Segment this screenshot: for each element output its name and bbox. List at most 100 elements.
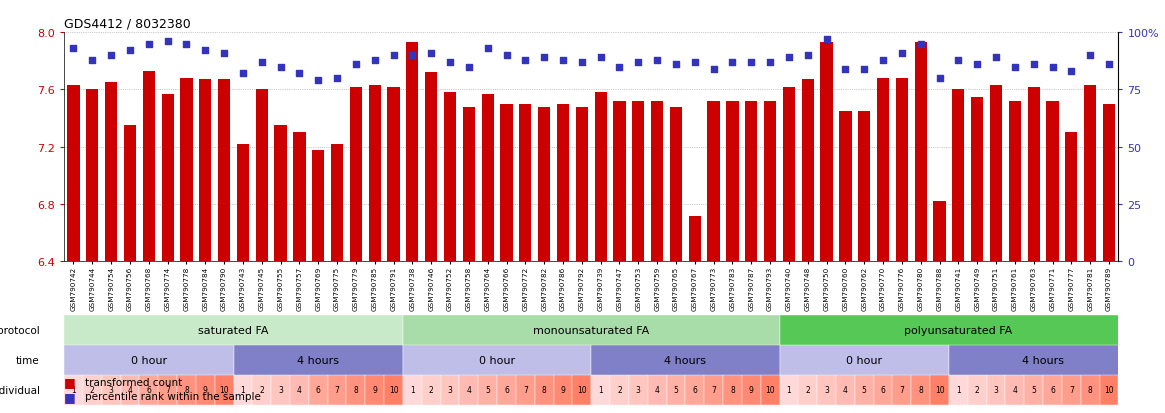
Bar <box>199 80 211 262</box>
Bar <box>275 126 287 262</box>
Bar <box>388 88 400 262</box>
Point <box>1024 62 1043 69</box>
Text: 0 hour: 0 hour <box>479 355 515 365</box>
Bar <box>123 126 136 262</box>
Bar <box>86 90 98 262</box>
Point <box>592 55 610 62</box>
Bar <box>572 375 591 405</box>
Text: 9: 9 <box>560 385 565 394</box>
Bar <box>271 375 290 405</box>
Text: 1: 1 <box>240 385 246 394</box>
Point <box>742 59 761 66</box>
Point <box>836 66 855 73</box>
Bar <box>1103 104 1115 262</box>
Point <box>516 57 535 64</box>
Point <box>761 59 779 66</box>
Bar <box>949 345 1137 375</box>
Text: polyunsaturated FA: polyunsaturated FA <box>904 325 1012 335</box>
Bar <box>783 88 795 262</box>
Bar <box>218 80 231 262</box>
Bar <box>520 104 531 262</box>
Bar <box>779 375 798 405</box>
Text: 6: 6 <box>504 385 509 394</box>
Bar <box>707 102 720 262</box>
Text: 2: 2 <box>975 385 980 394</box>
Text: 10: 10 <box>577 385 587 394</box>
Point <box>64 46 83 52</box>
Point <box>83 57 101 64</box>
Bar <box>723 375 742 405</box>
Text: 1: 1 <box>786 385 791 394</box>
Bar <box>594 93 607 262</box>
Bar <box>896 79 908 262</box>
Point <box>723 59 742 66</box>
Point <box>271 64 290 71</box>
Bar <box>440 375 459 405</box>
Point <box>214 50 233 57</box>
Bar <box>817 375 836 405</box>
Point <box>196 48 214 55</box>
Text: 7: 7 <box>1069 385 1074 394</box>
Bar <box>538 107 550 262</box>
Point <box>309 78 327 84</box>
Text: 1: 1 <box>599 385 603 394</box>
Bar <box>666 375 685 405</box>
Text: 0 hour: 0 hour <box>130 355 167 365</box>
Point <box>535 55 553 62</box>
Point <box>930 76 948 82</box>
Bar <box>1046 102 1059 262</box>
Bar <box>181 79 192 262</box>
Point <box>610 64 629 71</box>
Bar <box>651 102 663 262</box>
Point <box>949 57 968 64</box>
Text: monounsaturated FA: monounsaturated FA <box>534 325 649 335</box>
Text: 6: 6 <box>316 385 320 394</box>
Point <box>1100 62 1118 69</box>
Bar <box>742 375 761 405</box>
Bar <box>1005 375 1024 405</box>
Bar <box>704 375 723 405</box>
Point <box>177 41 196 48</box>
Point <box>648 57 666 64</box>
Point <box>497 52 516 59</box>
Bar <box>591 375 610 405</box>
Bar <box>779 345 949 375</box>
Bar <box>726 102 739 262</box>
Bar <box>366 375 384 405</box>
Bar <box>911 375 930 405</box>
Text: 4 hours: 4 hours <box>1022 355 1064 365</box>
Text: 6: 6 <box>881 385 885 394</box>
Text: time: time <box>16 355 40 365</box>
Text: protocol: protocol <box>0 325 40 335</box>
Bar <box>764 102 776 262</box>
Text: 6: 6 <box>1050 385 1055 394</box>
Text: 4: 4 <box>655 385 659 394</box>
Point <box>911 41 930 48</box>
Point <box>346 62 365 69</box>
Text: 1: 1 <box>71 385 76 394</box>
Bar <box>1043 375 1062 405</box>
Text: GDS4412 / 8032380: GDS4412 / 8032380 <box>64 17 191 31</box>
Bar <box>214 375 233 405</box>
Bar <box>331 145 344 262</box>
Bar <box>422 375 440 405</box>
Bar <box>1081 375 1100 405</box>
Bar <box>497 375 516 405</box>
Point <box>705 66 723 73</box>
Text: 2: 2 <box>429 385 433 394</box>
Bar <box>629 375 648 405</box>
Bar <box>949 375 968 405</box>
Text: 3: 3 <box>447 385 452 394</box>
Bar <box>463 107 475 262</box>
Text: 4: 4 <box>843 385 848 394</box>
Bar <box>1085 86 1096 262</box>
Point <box>987 55 1005 62</box>
Bar <box>177 375 196 405</box>
Text: 7: 7 <box>711 385 716 394</box>
Point <box>327 76 346 82</box>
Bar <box>142 71 155 262</box>
Bar <box>233 345 403 375</box>
Bar <box>479 375 497 405</box>
Text: 2: 2 <box>260 385 264 394</box>
Bar <box>309 375 327 405</box>
